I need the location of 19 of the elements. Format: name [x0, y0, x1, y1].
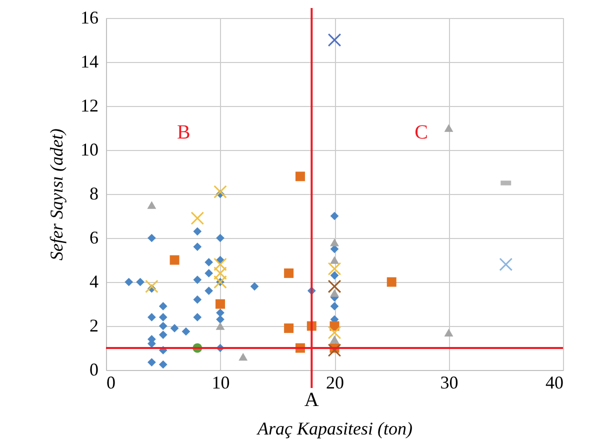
- y-tick-label: 10: [80, 140, 98, 160]
- y-tick-label: 0: [90, 360, 98, 380]
- x-axis-title: Araç Kapasitesi (ton): [256, 418, 412, 438]
- y-tick-label: 2: [90, 316, 98, 336]
- x-tick-label: 40: [546, 372, 564, 392]
- y-tick-label: 12: [80, 96, 98, 116]
- y-axis-title: Sefer Sayısı (adet): [46, 128, 66, 260]
- x-tick-label: 0: [106, 372, 116, 392]
- annotation: B: [177, 121, 190, 144]
- ref-line-label: A: [304, 389, 320, 411]
- x-tick-label: 10: [212, 372, 230, 392]
- y-tick-label: 4: [90, 272, 98, 292]
- y-tick-label: 14: [80, 52, 98, 72]
- y-tick-label: 8: [90, 184, 98, 204]
- x-tick-label: 20: [326, 372, 344, 392]
- y-tick-label: 6: [90, 228, 98, 248]
- y-tick-label: 16: [80, 8, 98, 28]
- annotation: C: [414, 121, 428, 144]
- x-tick-label: 30: [440, 372, 458, 392]
